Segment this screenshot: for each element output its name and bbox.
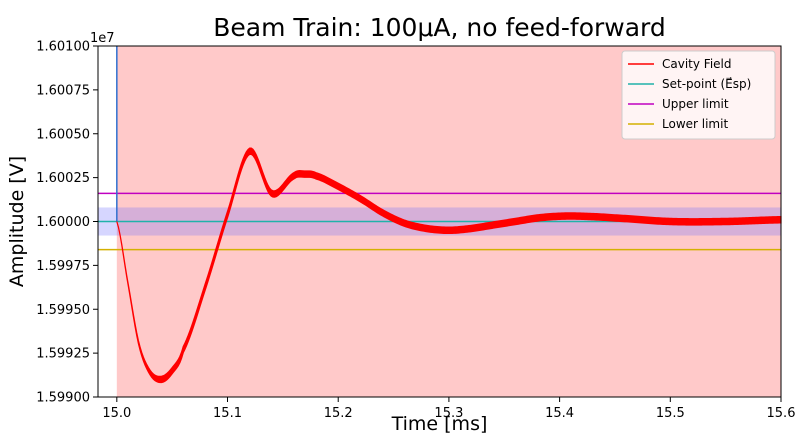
legend-label: Lower limit	[662, 117, 728, 131]
legend-label: Set-point (E⃗sp)	[662, 77, 751, 91]
x-axis-ticks: 15.0 15.1 15.2 15.3 15.4 15.5 15.6	[102, 397, 795, 421]
y-tick-label: 1.60000	[36, 215, 90, 230]
legend-box	[621, 50, 776, 140]
x-axis-label: Time [ms]	[391, 413, 488, 435]
x-tick-label: 15.4	[545, 406, 574, 421]
y-axis-ticks: 1.59900 1.59925 1.59950 1.59975 1.60000 1.600…	[36, 40, 98, 406]
x-tick-label: 15.1	[213, 406, 242, 421]
y-tick-label: 1.59975	[36, 259, 90, 274]
y-tick-label: 1.59900	[36, 391, 90, 406]
x-tick-label: 15.2	[324, 406, 353, 421]
legend-label: Upper limit	[662, 97, 729, 111]
chart-title: Beam Train: 100μA, no feed-forward	[213, 13, 666, 42]
y-tick-label: 1.59950	[36, 303, 90, 318]
x-tick-label: 15.5	[656, 406, 685, 421]
x-tick-label: 15.6	[767, 406, 796, 421]
y-offset-label: 1e7	[90, 31, 115, 46]
legend-label: Cavity Field	[662, 57, 732, 71]
x-tick-label: 15.0	[102, 406, 131, 421]
y-tick-label: 1.60100	[36, 40, 90, 55]
x-tick-label: 15.3	[434, 406, 463, 421]
y-axis-label: Amplitude [V]	[6, 156, 28, 287]
y-tick-label: 1.60050	[36, 127, 90, 142]
y-tick-label: 1.60025	[36, 171, 90, 186]
y-tick-label: 1.60075	[36, 83, 90, 98]
y-tick-label: 1.59925	[36, 347, 90, 362]
legend: Cavity Field Set-point (E⃗sp) Upper limit L…	[621, 50, 776, 140]
